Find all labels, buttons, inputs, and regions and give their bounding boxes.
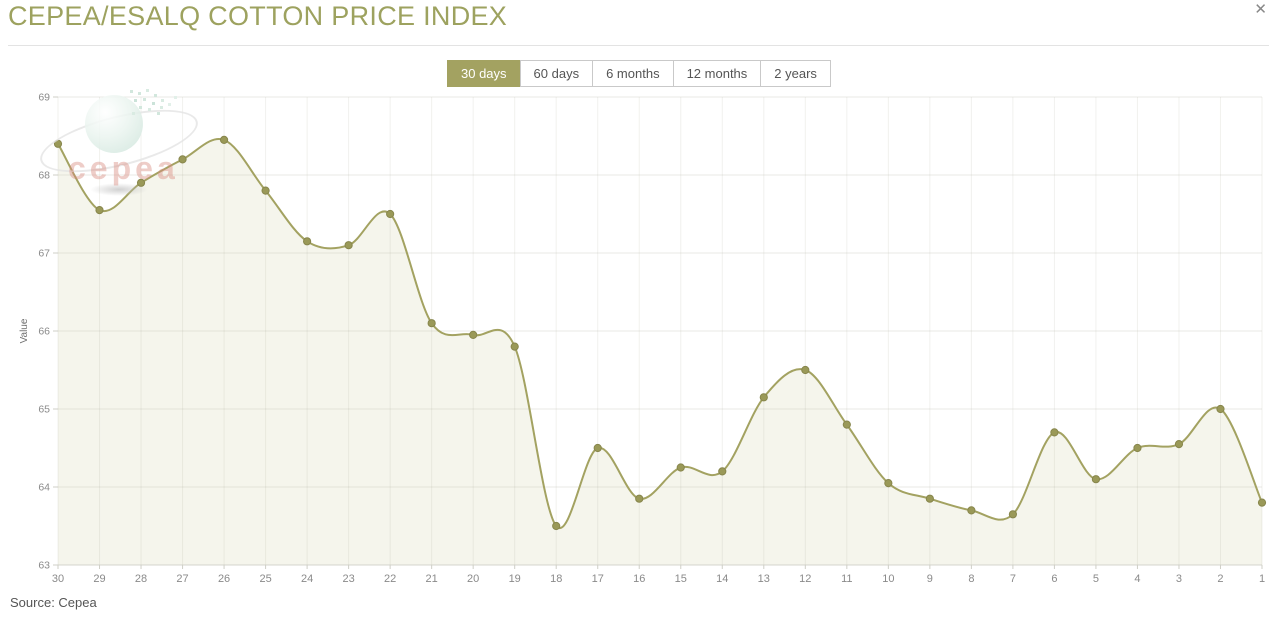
x-axis-label-30: 30 — [52, 573, 64, 585]
x-axis-label-17: 17 — [592, 573, 604, 585]
x-axis-label-29: 29 — [93, 573, 105, 585]
data-point-28 — [136, 178, 146, 187]
data-point-17 — [593, 443, 602, 453]
data-point-2 — [1216, 404, 1225, 414]
area-fill — [58, 138, 1262, 566]
tab-60-days[interactable]: 60 days — [519, 60, 594, 87]
header-divider — [8, 45, 1269, 46]
x-axis-label-4: 4 — [1134, 573, 1140, 585]
x-axis-label-27: 27 — [176, 573, 188, 585]
x-axis-label-12: 12 — [799, 573, 811, 585]
x-axis-label-10: 10 — [882, 573, 894, 585]
range-tabs: 30 days 60 days 6 months 12 months 2 years — [447, 60, 831, 87]
page-title: CEPEA/ESALQ COTTON PRICE INDEX — [8, 1, 508, 31]
y-axis-label-65: 65 — [38, 404, 50, 416]
data-point-9 — [925, 494, 934, 503]
x-axis-label-24: 24 — [301, 573, 313, 585]
x-axis-label-8: 8 — [968, 573, 974, 585]
data-point-12 — [801, 365, 810, 375]
data-point-4 — [1133, 443, 1142, 453]
x-axis-label-25: 25 — [259, 573, 271, 585]
data-point-24 — [303, 237, 312, 246]
source-label: Source: Cepea — [10, 595, 97, 610]
y-axis-label-64: 64 — [38, 482, 50, 494]
data-point-22 — [386, 209, 395, 219]
x-axis-label-11: 11 — [841, 573, 852, 585]
x-axis-label-28: 28 — [135, 573, 147, 585]
x-axis-label-14: 14 — [716, 573, 728, 585]
data-point-14 — [718, 467, 727, 476]
data-point-16 — [635, 494, 644, 503]
x-axis-label-6: 6 — [1051, 573, 1057, 585]
data-point-1 — [1257, 498, 1267, 507]
y-axis-label-69: 69 — [38, 92, 50, 104]
close-icon[interactable]: ✕ — [1254, 1, 1267, 18]
tab-30-days[interactable]: 30 days — [447, 60, 521, 87]
x-axis-label-23: 23 — [342, 573, 354, 585]
data-point-26 — [219, 135, 229, 144]
x-axis-label-13: 13 — [758, 573, 770, 585]
tab-6-months[interactable]: 6 months — [592, 60, 674, 87]
data-point-23 — [344, 241, 353, 250]
x-axis-label-1: 1 — [1259, 573, 1265, 585]
data-point-30 — [53, 139, 63, 148]
data-point-19 — [510, 342, 519, 351]
x-axis-label-5: 5 — [1093, 573, 1099, 585]
x-axis-label-16: 16 — [633, 573, 645, 585]
tab-2-years[interactable]: 2 years — [760, 60, 831, 87]
data-point-18 — [552, 521, 561, 531]
x-axis-label-9: 9 — [927, 573, 933, 585]
data-point-7 — [1008, 510, 1017, 519]
tab-12-months[interactable]: 12 months — [672, 60, 762, 87]
y-axis-label-68: 68 — [38, 170, 50, 182]
x-axis-label-7: 7 — [1010, 573, 1016, 585]
x-axis-label-22: 22 — [384, 573, 396, 585]
data-point-13 — [759, 393, 768, 402]
x-axis-label-26: 26 — [218, 573, 230, 585]
y-axis-title: Value — [19, 318, 30, 343]
data-point-11 — [842, 420, 851, 429]
data-point-25 — [261, 186, 270, 195]
data-point-20 — [469, 330, 478, 339]
y-axis-label-67: 67 — [38, 248, 50, 260]
data-point-15 — [676, 463, 685, 472]
x-axis-label-21: 21 — [426, 573, 438, 585]
x-axis-label-15: 15 — [675, 573, 687, 585]
x-axis-label-20: 20 — [467, 573, 479, 585]
data-point-27 — [178, 155, 187, 164]
data-point-8 — [967, 506, 976, 515]
data-point-10 — [884, 479, 893, 488]
data-point-5 — [1091, 475, 1101, 484]
x-axis-label-2: 2 — [1217, 573, 1223, 585]
data-point-21 — [427, 319, 436, 328]
data-point-6 — [1050, 428, 1059, 437]
data-point-3 — [1174, 440, 1184, 449]
x-axis-label-19: 19 — [509, 573, 521, 585]
y-axis-label-63: 63 — [38, 560, 50, 572]
y-axis-label-66: 66 — [38, 326, 50, 338]
data-point-29 — [95, 206, 104, 215]
x-axis-label-18: 18 — [550, 573, 562, 585]
x-axis-label-3: 3 — [1176, 573, 1182, 585]
